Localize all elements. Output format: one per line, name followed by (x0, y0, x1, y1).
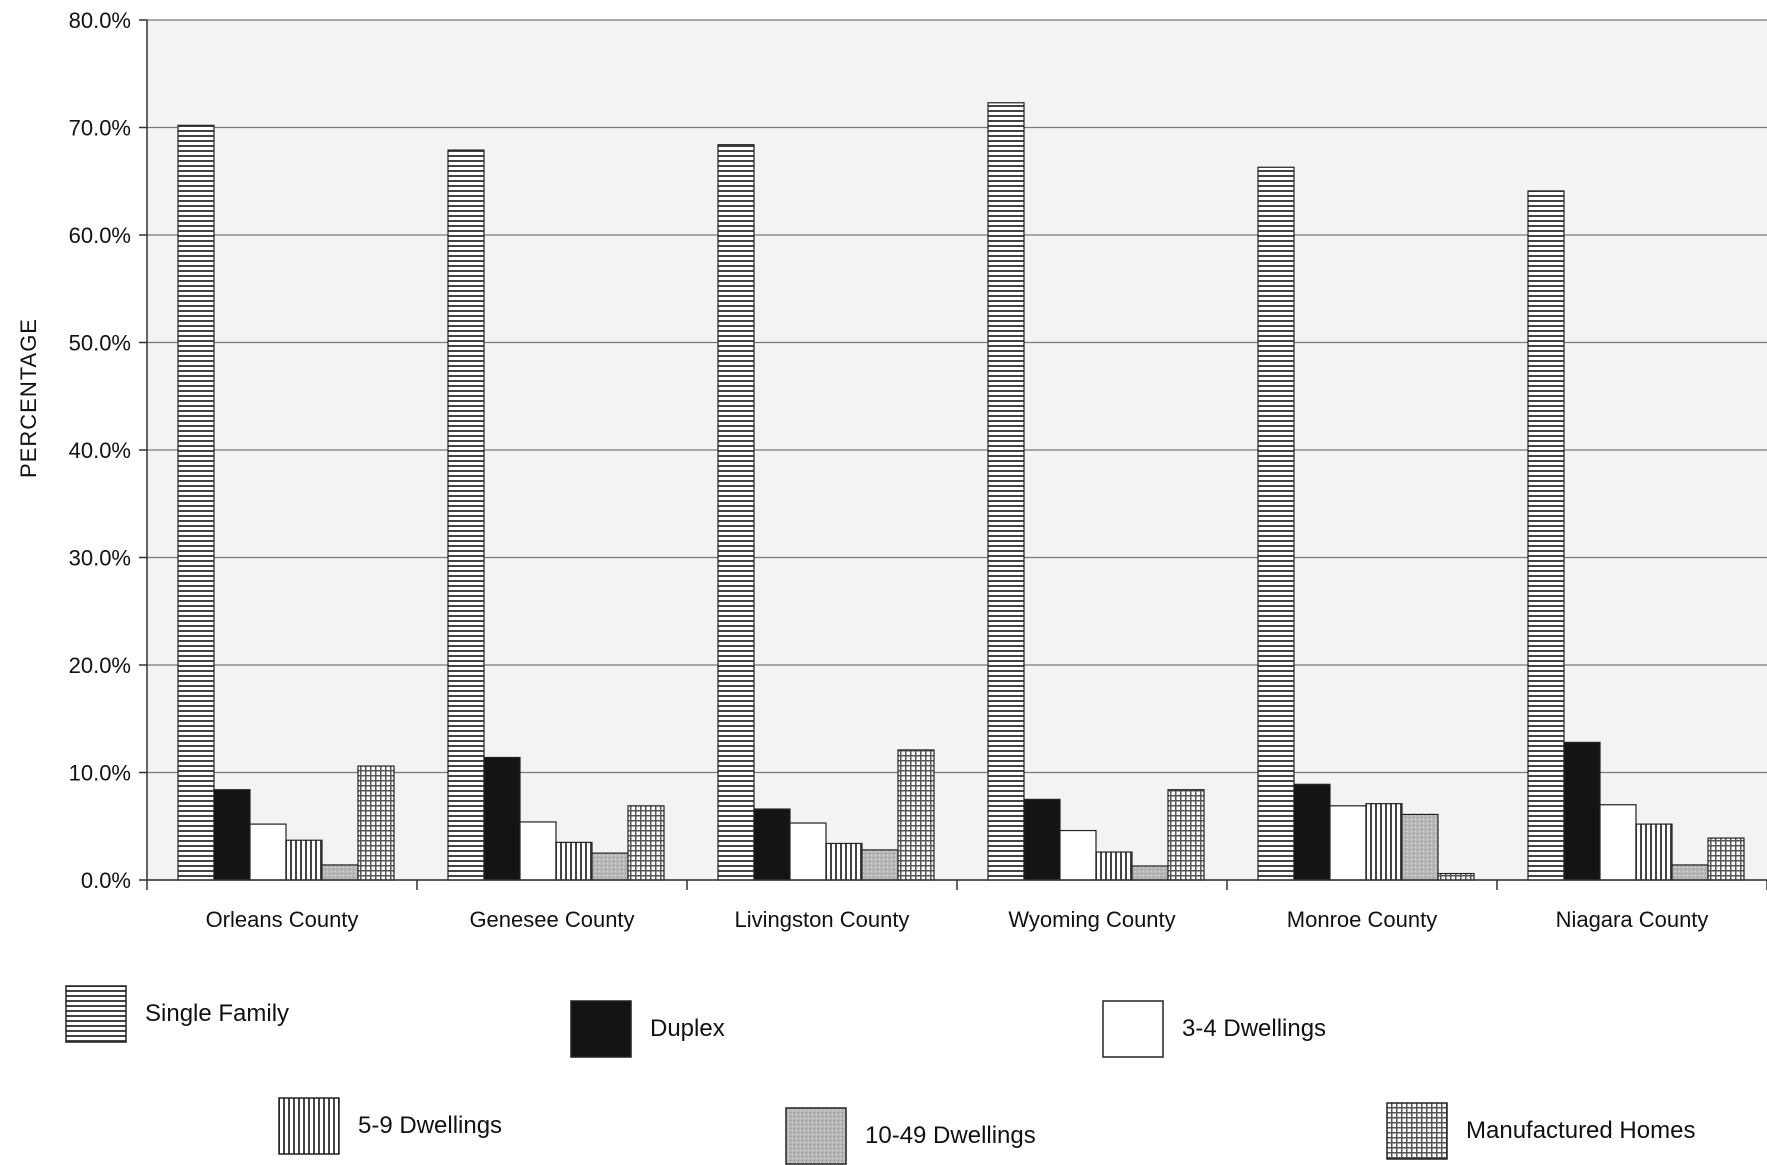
legend-item-3-4-dwellings: 3-4 Dwellings (1102, 1000, 1326, 1058)
y-tick-label: 10.0% (69, 761, 131, 786)
legend-swatch (278, 1097, 340, 1155)
legend-swatch (1386, 1102, 1448, 1160)
bar-5-9-dwellings-wyoming-county (1095, 851, 1133, 881)
x-tick-label: Livingston County (735, 907, 910, 932)
bar-10-49-dwellings-orleans-county (321, 864, 359, 881)
bar-manufactured-homes-wyoming-county (1167, 789, 1205, 881)
legend-label: 3-4 Dwellings (1182, 1015, 1327, 1042)
legend-label: Duplex (650, 1015, 725, 1042)
x-axis-ticks: Orleans County Genesee County Livingston C… (146, 880, 1767, 932)
bar-10-49-dwellings-genesee-county (591, 852, 629, 881)
bar-duplex-niagara-county (1563, 741, 1601, 881)
bar-10-49-dwellings-wyoming-county (1131, 865, 1169, 881)
bar-single-family-genesee-county (447, 149, 485, 881)
bar-single-family-orleans-county (177, 124, 215, 881)
bar-3-4-dwellings-monroe-county (1329, 805, 1367, 881)
bar-manufactured-homes-orleans-county (357, 765, 395, 881)
legend-item-duplex: Duplex (570, 1000, 725, 1058)
bar-3-4-dwellings-orleans-county (249, 823, 287, 881)
y-tick-label: 80.0% (69, 8, 131, 33)
y-tick-label: 50.0% (69, 331, 131, 356)
bar-3-4-dwellings-wyoming-county (1059, 829, 1097, 881)
x-tick-label: Monroe County (1287, 907, 1437, 932)
legend-item-5-9-dwellings: 5-9 Dwellings (278, 1097, 502, 1155)
legend-item-manufactured-homes: Manufactured Homes (1386, 1102, 1695, 1160)
bar-manufactured-homes-niagara-county (1707, 837, 1745, 881)
legend-label: Single Family (145, 1000, 290, 1027)
bar-10-49-dwellings-livingston-county (861, 849, 899, 881)
y-axis-ticks: 0.0% 10.0% 20.0% 30.0% 40.0% 50.0% 60.0% 70.0% 8… (69, 8, 147, 893)
x-tick-label: Wyoming County (1008, 907, 1175, 932)
legend-item-single-family: Single Family (65, 985, 289, 1043)
bar-single-family-monroe-county (1257, 166, 1295, 881)
bar-duplex-wyoming-county (1023, 798, 1061, 881)
bar-duplex-genesee-county (483, 756, 521, 881)
bar-single-family-wyoming-county (987, 102, 1025, 881)
x-tick-label: Niagara County (1556, 907, 1709, 932)
bar-5-9-dwellings-niagara-county (1635, 823, 1673, 881)
legend-label: 5-9 Dwellings (358, 1112, 503, 1139)
y-axis-title: PERCENTAGE (16, 318, 41, 478)
bar-5-9-dwellings-orleans-county (285, 839, 323, 881)
bar-single-family-livingston-county (717, 144, 755, 881)
bar-duplex-livingston-county (753, 808, 791, 881)
bar-duplex-monroe-county (1293, 783, 1331, 881)
y-tick-label: 30.0% (69, 546, 131, 571)
legend-swatch (570, 1000, 632, 1058)
x-tick-label: Genesee County (469, 907, 634, 932)
legend-label: Manufactured Homes (1466, 1117, 1696, 1144)
bars (177, 102, 1745, 881)
bar-10-49-dwellings-niagara-county (1671, 864, 1709, 881)
bar-10-49-dwellings-monroe-county (1401, 813, 1439, 881)
y-tick-label: 70.0% (69, 116, 131, 141)
bar-3-4-dwellings-livingston-county (789, 822, 827, 881)
x-tick-label: Orleans County (206, 907, 359, 932)
bar-3-4-dwellings-niagara-county (1599, 804, 1637, 881)
bar-5-9-dwellings-livingston-county (825, 842, 863, 881)
bar-5-9-dwellings-monroe-county (1365, 803, 1403, 881)
bar-manufactured-homes-genesee-county (627, 805, 665, 881)
bar-3-4-dwellings-genesee-county (519, 821, 557, 881)
bar-single-family-niagara-county (1527, 190, 1565, 881)
legend-swatch (1102, 1000, 1164, 1058)
legend-label: 10-49 Dwellings (865, 1122, 1036, 1149)
legend-item-10-49-dwellings: 10-49 Dwellings (785, 1107, 1036, 1165)
legend-swatch (785, 1107, 847, 1165)
y-tick-label: 0.0% (81, 868, 131, 893)
bar-5-9-dwellings-genesee-county (555, 841, 593, 881)
y-tick-label: 20.0% (69, 653, 131, 678)
bar-manufactured-homes-monroe-county (1437, 872, 1475, 881)
bar-manufactured-homes-livingston-county (897, 749, 935, 881)
y-tick-label: 60.0% (69, 223, 131, 248)
bar-duplex-orleans-county (213, 789, 251, 881)
legend-swatch (65, 985, 127, 1043)
y-tick-label: 40.0% (69, 438, 131, 463)
